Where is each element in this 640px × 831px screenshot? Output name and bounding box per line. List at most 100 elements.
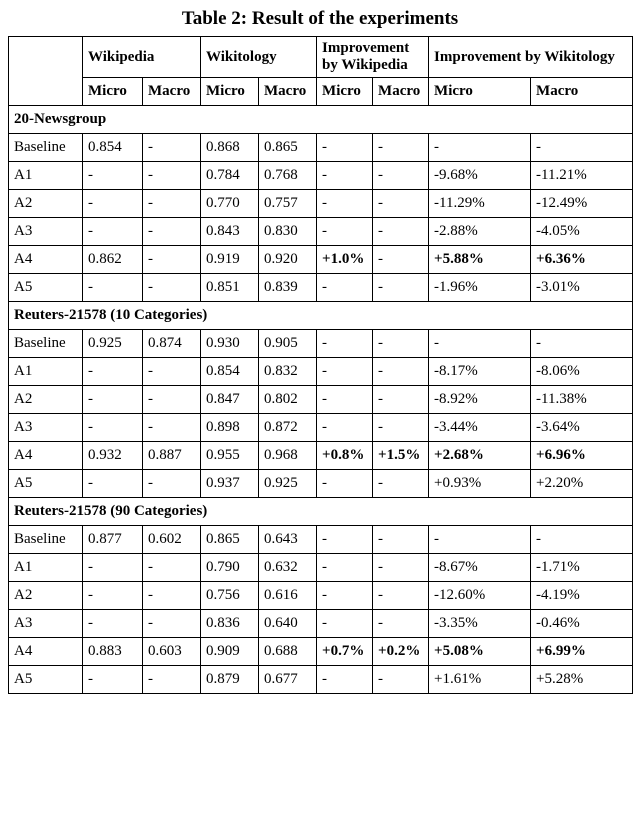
table-row: A3--0.8360.640---3.35%-0.46% [9, 610, 633, 638]
cell: -11.38% [531, 386, 633, 414]
cell: - [143, 358, 201, 386]
table-row: A1--0.7840.768---9.68%-11.21% [9, 162, 633, 190]
cell: - [143, 470, 201, 498]
table-row: A3--0.8980.872---3.44%-3.64% [9, 414, 633, 442]
cell: - [143, 190, 201, 218]
table-row: A40.8830.6030.9090.688+0.7%+0.2%+5.08%+6… [9, 638, 633, 666]
cell: - [373, 246, 429, 274]
cell: - [143, 554, 201, 582]
cell: 0.603 [143, 638, 201, 666]
cell: -9.68% [429, 162, 531, 190]
cell: -3.01% [531, 274, 633, 302]
cell: - [83, 414, 143, 442]
cell: - [143, 162, 201, 190]
cell: 0.955 [201, 442, 259, 470]
cell: 0.616 [259, 582, 317, 610]
header-improvement-wikipedia: Improvement by Wikipedia [317, 37, 429, 78]
row-label: A1 [9, 554, 83, 582]
subheader-micro: Micro [429, 78, 531, 106]
cell: - [317, 526, 373, 554]
cell: - [373, 218, 429, 246]
header-wikitology: Wikitology [201, 37, 317, 78]
cell: -8.67% [429, 554, 531, 582]
cell: -8.06% [531, 358, 633, 386]
cell: - [143, 610, 201, 638]
cell: - [429, 526, 531, 554]
table-row: A5--0.8790.677--+1.61%+5.28% [9, 666, 633, 694]
cell: 0.756 [201, 582, 259, 610]
row-label: A2 [9, 386, 83, 414]
cell: -11.21% [531, 162, 633, 190]
cell: 0.937 [201, 470, 259, 498]
cell: - [143, 274, 201, 302]
cell: - [143, 134, 201, 162]
cell: -1.71% [531, 554, 633, 582]
cell: - [317, 386, 373, 414]
cell: +1.5% [373, 442, 429, 470]
cell: - [317, 414, 373, 442]
header-improvement-wikitology: Improvement by Wikitology [429, 37, 633, 78]
cell: +0.8% [317, 442, 373, 470]
cell: 0.832 [259, 358, 317, 386]
cell: 0.839 [259, 274, 317, 302]
cell: - [531, 330, 633, 358]
cell: 0.770 [201, 190, 259, 218]
cell: 0.874 [143, 330, 201, 358]
row-label: A4 [9, 442, 83, 470]
cell: +6.36% [531, 246, 633, 274]
cell: - [373, 162, 429, 190]
cell: - [83, 162, 143, 190]
subheader-micro: Micro [201, 78, 259, 106]
cell: 0.854 [201, 358, 259, 386]
table-row: Baseline0.9250.8740.9300.905---- [9, 330, 633, 358]
table-row: A1--0.7900.632---8.67%-1.71% [9, 554, 633, 582]
cell: - [143, 246, 201, 274]
cell: +1.61% [429, 666, 531, 694]
row-label: A5 [9, 470, 83, 498]
cell: 0.968 [259, 442, 317, 470]
cell: - [373, 358, 429, 386]
cell: - [317, 554, 373, 582]
cell: 0.784 [201, 162, 259, 190]
cell: 0.898 [201, 414, 259, 442]
row-label: A4 [9, 246, 83, 274]
cell: 0.640 [259, 610, 317, 638]
table-row: A5--0.8510.839---1.96%-3.01% [9, 274, 633, 302]
cell: +1.0% [317, 246, 373, 274]
cell: - [317, 610, 373, 638]
cell: +5.28% [531, 666, 633, 694]
cell: - [429, 330, 531, 358]
cell: - [83, 582, 143, 610]
cell: -4.05% [531, 218, 633, 246]
cell: - [317, 582, 373, 610]
section-title: Reuters-21578 (10 Categories) [9, 302, 633, 330]
cell: -4.19% [531, 582, 633, 610]
cell: - [83, 190, 143, 218]
cell: 0.930 [201, 330, 259, 358]
cell: - [317, 358, 373, 386]
cell: 0.920 [259, 246, 317, 274]
row-label: A3 [9, 414, 83, 442]
cell: 0.887 [143, 442, 201, 470]
cell: - [143, 386, 201, 414]
cell: - [83, 218, 143, 246]
header-row-groups: Wikipedia Wikitology Improvement by Wiki… [9, 37, 633, 78]
cell: 0.925 [259, 470, 317, 498]
cell: -3.44% [429, 414, 531, 442]
cell: 0.905 [259, 330, 317, 358]
table-row: A40.862-0.9190.920+1.0%-+5.88%+6.36% [9, 246, 633, 274]
row-label: A1 [9, 358, 83, 386]
section-row: Reuters-21578 (90 Categories) [9, 498, 633, 526]
cell: 0.851 [201, 274, 259, 302]
cell: 0.865 [201, 526, 259, 554]
cell: 0.865 [259, 134, 317, 162]
cell: 0.925 [83, 330, 143, 358]
cell: -11.29% [429, 190, 531, 218]
cell: 0.879 [201, 666, 259, 694]
cell: - [83, 386, 143, 414]
row-label: Baseline [9, 330, 83, 358]
cell: 0.757 [259, 190, 317, 218]
cell: 0.602 [143, 526, 201, 554]
subheader-micro: Micro [83, 78, 143, 106]
cell: - [373, 470, 429, 498]
